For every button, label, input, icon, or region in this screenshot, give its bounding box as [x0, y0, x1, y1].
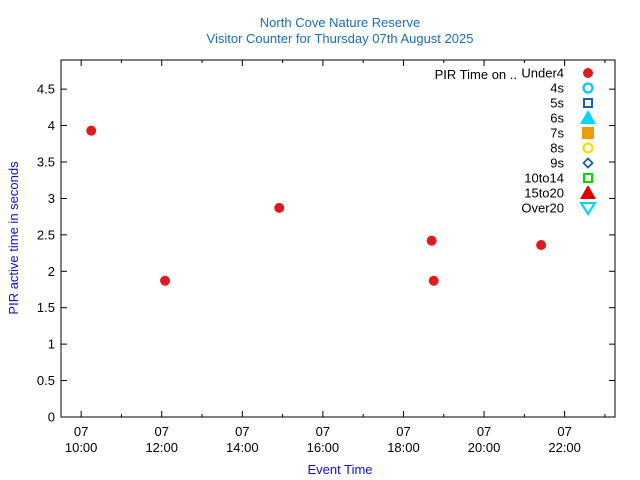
legend-label: 6s: [550, 111, 564, 126]
x-tick-time-label: 10:00: [65, 440, 98, 455]
y-tick-label: 2: [48, 264, 55, 279]
legend-title: PIR Time on ..: [435, 67, 517, 82]
x-tick-time-label: 16:00: [307, 440, 340, 455]
legend-marker: [583, 68, 593, 78]
data-point: [426, 235, 437, 246]
chart-subtitle: Visitor Counter for Thursday 07th August…: [207, 31, 474, 46]
y-tick-label: 1: [48, 337, 55, 352]
legend-label: Under4: [521, 66, 564, 81]
y-tick-label: 4.5: [37, 82, 55, 97]
legend-label: 15to20: [524, 186, 564, 201]
legend-label: Over20: [521, 201, 564, 216]
x-axis-label: Event Time: [307, 462, 372, 477]
x-tick-day-label: 07: [154, 424, 168, 439]
legend-marker: [583, 98, 593, 108]
data-point: [160, 275, 171, 286]
legend-marker: [582, 82, 594, 94]
x-tick-day-label: 07: [74, 424, 88, 439]
legend-label: 9s: [550, 156, 564, 171]
legend-marker: [583, 173, 593, 183]
legend-marker: [580, 110, 596, 124]
y-tick-label: 0.5: [37, 373, 55, 388]
x-tick-day-label: 07: [396, 424, 410, 439]
chart-title: North Cove Nature Reserve: [260, 15, 420, 30]
legend: PIR Time on .. Under44s5s6s7s8s9s10to141…: [435, 66, 598, 217]
legend-label: 10to14: [524, 171, 564, 186]
legend-marker: [582, 142, 594, 154]
x-tick-day-label: 07: [557, 424, 571, 439]
legend-marker: [582, 127, 594, 139]
data-points: [86, 125, 547, 286]
x-tick-time-label: 22:00: [548, 440, 581, 455]
legend-label: 8s: [550, 141, 564, 156]
legend-marker: [578, 201, 598, 217]
x-tick-day-label: 07: [235, 424, 249, 439]
y-tick-label: 0: [48, 410, 55, 425]
y-tick-label: 4: [48, 118, 55, 133]
x-tick-time-label: 18:00: [387, 440, 420, 455]
legend-label: 4s: [550, 81, 564, 96]
y-tick-label: 3: [48, 191, 55, 206]
x-tick-time-label: 20:00: [468, 440, 501, 455]
x-axis: 0710:000712:000714:000716:000718:000720:…: [65, 60, 606, 455]
data-point: [428, 275, 439, 286]
data-point: [86, 125, 97, 136]
y-tick-label: 2.5: [37, 227, 55, 242]
data-point: [536, 240, 547, 251]
y-axis-label: PIR active time in seconds: [6, 161, 21, 315]
y-tick-label: 1.5: [37, 300, 55, 315]
plot-area-border: [60, 59, 616, 418]
x-tick-day-label: 07: [316, 424, 330, 439]
legend-marker: [582, 157, 594, 169]
y-axis: 0 0.5 1 1.5 2 2.5 3 3.5 4 4.5: [37, 82, 615, 425]
y-tick-label: 3.5: [37, 155, 55, 170]
legend-label: 7s: [550, 126, 564, 141]
legend-marker: [580, 185, 596, 199]
x-tick-time-label: 12:00: [145, 440, 178, 455]
x-tick-day-label: 07: [477, 424, 491, 439]
legend-label: 5s: [550, 96, 564, 111]
data-point: [274, 202, 285, 213]
x-tick-time-label: 14:00: [226, 440, 259, 455]
